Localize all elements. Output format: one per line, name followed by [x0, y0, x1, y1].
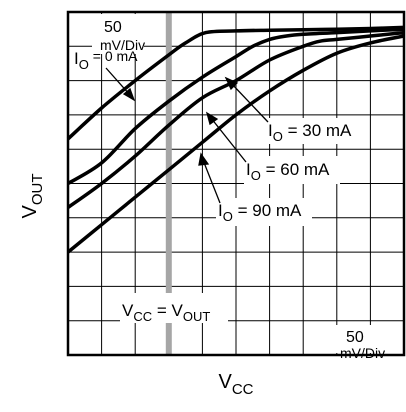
ref-label-bg — [120, 293, 228, 323]
annotation-arrows — [105, 67, 269, 204]
series-label-io-60-bg — [244, 156, 340, 184]
series-label-io-60: IO = 60 mA — [246, 160, 330, 183]
arrowhead-io-0 — [122, 87, 136, 102]
y-scale-value: 50 — [104, 19, 122, 36]
x-axis-title: VCC — [218, 371, 253, 398]
series-label-io-30: IO = 30 mA — [268, 121, 352, 144]
series-line-1 — [67, 27, 405, 186]
series-label-io-30-bg — [266, 118, 362, 144]
x-scale-value: 50 — [346, 329, 364, 346]
arrow-io-90 — [202, 159, 221, 204]
y-scale-label-bg — [92, 14, 144, 54]
curves — [66, 25, 405, 254]
x-scale-label-bg — [330, 325, 402, 353]
arrow-io-60 — [210, 117, 247, 163]
series-line-2 — [66, 30, 405, 209]
series-line-3 — [66, 34, 405, 254]
series-line-0 — [66, 25, 405, 141]
arrow-io-30 — [230, 82, 269, 123]
arrowhead-io-30 — [224, 76, 239, 91]
y-scale-unit: mV/Div — [100, 37, 145, 53]
plot-border — [66, 10, 406, 357]
arrowhead-io-90 — [198, 152, 210, 166]
series-label-io-0: IO = 0 mA — [74, 48, 138, 72]
arrow-io-0 — [105, 67, 131, 96]
series-label-io-90: IO = 90 mA — [218, 201, 302, 224]
series-label-io-90-bg — [216, 198, 312, 226]
x-scale-unit: mV/Div — [340, 345, 385, 361]
ref-line-label: VCC = VOUT — [122, 301, 210, 324]
y-axis-title: VOUT — [19, 173, 46, 218]
arrowhead-io-60 — [205, 111, 219, 126]
